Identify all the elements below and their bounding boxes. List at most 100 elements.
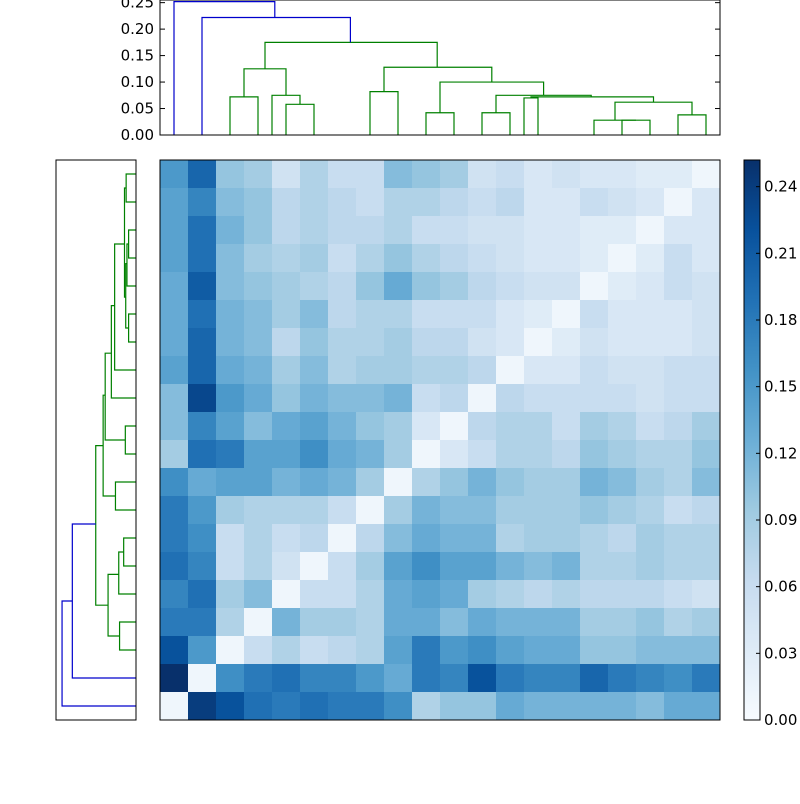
heatmap-cell (328, 580, 357, 609)
y-tick-label: 0.00 (121, 126, 154, 144)
heatmap-cell (300, 580, 329, 609)
heatmap-cell (524, 608, 553, 637)
left-dendrogram-link (95, 445, 109, 606)
heatmap-cell (160, 216, 189, 245)
heatmap-cell (328, 272, 357, 301)
heatmap-cell (496, 524, 525, 553)
heatmap-cell (496, 440, 525, 469)
left-dendrogram-link (125, 173, 136, 203)
heatmap-cell (216, 328, 245, 357)
heatmap-cell (188, 188, 217, 217)
heatmap-cell (160, 188, 189, 217)
heatmap-cell (608, 188, 637, 217)
heatmap-cell (188, 300, 217, 329)
heatmap-cell (692, 552, 721, 581)
heatmap-cell (468, 552, 497, 581)
heatmap-cell (440, 384, 469, 413)
heatmap-cell (692, 244, 721, 273)
heatmap-cell (384, 552, 413, 581)
heatmap-cell (524, 384, 553, 413)
heatmap-cell (300, 468, 329, 497)
heatmap-cell (216, 160, 245, 189)
heatmap-cell (664, 384, 693, 413)
heatmap-cell (272, 244, 301, 273)
top-dendrogram-link (481, 112, 511, 135)
heatmap-cell (664, 216, 693, 245)
heatmap-cell (468, 300, 497, 329)
heatmap-cell (580, 244, 609, 273)
heatmap-cell (496, 496, 525, 525)
heatmap-cell (496, 384, 525, 413)
heatmap-cell (580, 216, 609, 245)
heatmap-cell (524, 216, 553, 245)
top-dendrogram-link (530, 96, 655, 103)
heatmap-cell (272, 160, 301, 189)
heatmap-cell (552, 664, 581, 693)
heatmap-cell (664, 664, 693, 693)
heatmap-cell (216, 440, 245, 469)
heatmap-cell (524, 552, 553, 581)
colorbar-tick-label: 0.06 (764, 578, 797, 596)
heatmap-cell (440, 300, 469, 329)
heatmap-cell (244, 412, 273, 441)
heatmap-cell (552, 440, 581, 469)
heatmap-cell (440, 692, 469, 721)
heatmap-cell (412, 692, 441, 721)
left-dendrogram-link (61, 600, 136, 707)
heatmap-cell (636, 692, 665, 721)
heatmap-cell (272, 636, 301, 665)
heatmap-cell (440, 412, 469, 441)
heatmap-cell (580, 328, 609, 357)
colorbar-tick-label: 0.15 (764, 378, 797, 396)
heatmap-cell (244, 524, 273, 553)
heatmap-cell (580, 468, 609, 497)
heatmap-cell (272, 524, 301, 553)
heatmap-cell (524, 664, 553, 693)
heatmap-cell (692, 412, 721, 441)
heatmap-cell (636, 552, 665, 581)
heatmap-cell (524, 244, 553, 273)
heatmap-cell (216, 384, 245, 413)
heatmap-cell (496, 244, 525, 273)
heatmap-cell (188, 440, 217, 469)
heatmap-cell (636, 188, 665, 217)
heatmap-cell (580, 664, 609, 693)
heatmap-cell (552, 692, 581, 721)
heatmap-cell (440, 216, 469, 245)
heatmap-cell (440, 496, 469, 525)
heatmap-cell (300, 244, 329, 273)
heatmap-cell (412, 384, 441, 413)
heatmap-cell (244, 272, 273, 301)
heatmap-cell (552, 328, 581, 357)
heatmap-cell (608, 692, 637, 721)
heatmap-cell (244, 664, 273, 693)
heatmap-cell (636, 440, 665, 469)
heatmap-cell (496, 188, 525, 217)
heatmap-cell (496, 300, 525, 329)
heatmap-cell (496, 272, 525, 301)
heatmap-cell (524, 524, 553, 553)
colorbar-tick-label: 0.12 (764, 444, 797, 462)
heatmap-cell (384, 412, 413, 441)
heatmap-cell (412, 216, 441, 245)
heatmap-cell (216, 272, 245, 301)
top-dendrogram-y-axis: 0.00 0.05 0.10 0.15 0.20 0.25 (121, 0, 720, 144)
heatmap-cell (356, 356, 385, 385)
heatmap-cell (188, 216, 217, 245)
heatmap-cell (468, 524, 497, 553)
heatmap-cell (188, 468, 217, 497)
heatmap-cell (468, 272, 497, 301)
heatmap-cell (300, 692, 329, 721)
heatmap-cell (188, 356, 217, 385)
heatmap-cell (608, 664, 637, 693)
heatmap-cell (580, 496, 609, 525)
heatmap-cell (664, 468, 693, 497)
heatmap-cell (412, 552, 441, 581)
colorbar-tick-label: 0.09 (764, 511, 797, 529)
heatmap-cell (524, 328, 553, 357)
heatmap-cell (188, 552, 217, 581)
heatmap-cell (356, 636, 385, 665)
heatmap-cell (188, 244, 217, 273)
heatmap-cell (608, 272, 637, 301)
